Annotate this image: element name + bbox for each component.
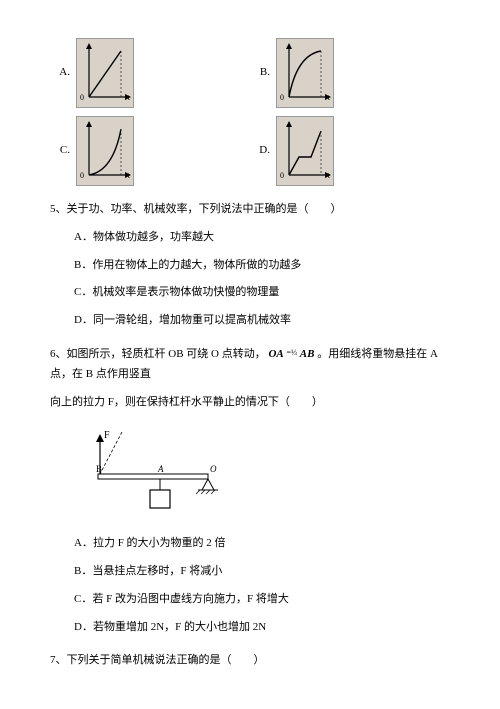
- diag-O: O: [210, 464, 217, 474]
- axis-x: t: [328, 169, 330, 183]
- curve-d: [289, 131, 321, 175]
- graph-c: 0 t: [76, 116, 134, 186]
- graph-d: 0 t: [276, 116, 334, 186]
- q6-option-a: A．拉力 F 的大小为物重的 2 倍: [74, 534, 450, 554]
- curve-b: [289, 51, 321, 97]
- lever-diagram: F B A O: [90, 424, 450, 522]
- q5-option-a: A．物体做功越多，功率越大: [74, 228, 450, 248]
- q6-option-b: B．当悬挂点左移时，F 将减小: [74, 562, 450, 582]
- axis-origin: 0: [280, 169, 284, 183]
- graph-a: 0 t: [76, 38, 134, 108]
- diag-A: A: [157, 464, 164, 474]
- curve-c: [89, 129, 121, 175]
- curve-a: [89, 51, 121, 97]
- q6-option-c: C．若 F 改为沿图中虚线方向施力，F 将增大: [74, 590, 450, 610]
- q6-stem-a: 6、如图所示，轻质杠杆 OB 可绕 O 点转动，: [50, 348, 266, 360]
- q6-oa: OA: [268, 348, 283, 360]
- graph-label-a: A.: [50, 63, 76, 83]
- question-6-options: A．拉力 F 的大小为物重的 2 倍 B．当悬挂点左移时，F 将减小 C．若 F…: [74, 534, 450, 637]
- axis-origin: 0: [80, 169, 84, 183]
- axis-x: t: [328, 91, 330, 105]
- graph-row-2: C. 0 t D. 0 t: [50, 116, 450, 186]
- axis-x: t: [128, 91, 130, 105]
- graph-label-b: B.: [250, 63, 276, 83]
- graph-row-1: A. 0 t B. 0 t: [50, 38, 450, 108]
- axis-origin: 0: [280, 91, 284, 105]
- question-5-stem: 5、关于功、功率、机械效率，下列说法中正确的是（ ）: [50, 200, 450, 220]
- q5-option-d: D．同一滑轮组，增加物重可以提高机械效率: [74, 311, 450, 331]
- q6-ab: AB: [300, 348, 315, 360]
- axis-x: t: [128, 169, 130, 183]
- axis-origin: 0: [80, 91, 84, 105]
- q6-option-d: D．若物重增加 2N，F 的大小也增加 2N: [74, 618, 450, 638]
- diag-F: F: [104, 430, 110, 441]
- diag-B: B: [96, 464, 102, 474]
- question-7-stem: 7、下列关于简单机械说法正确的是（ ）: [50, 651, 450, 671]
- graph-pair-b: B. 0 t: [250, 38, 450, 108]
- graph-pair-d: D. 0 t: [250, 116, 450, 186]
- question-6-stem: 6、如图所示，轻质杠杆 OB 可绕 O 点转动， OA =⅓ AB 。用细线将重…: [50, 345, 450, 385]
- q5-option-b: B．作用在物体上的力越大，物体所做的功越多: [74, 256, 450, 276]
- graph-label-d: D.: [250, 141, 276, 161]
- graph-b: 0 t: [276, 38, 334, 108]
- q6-frac: =⅓: [287, 349, 298, 357]
- graph-pair-c: C. 0 t: [50, 116, 250, 186]
- q5-option-c: C．机械效率是表示物体做功快慢的物理量: [74, 283, 450, 303]
- question-5-options: A．物体做功越多，功率越大 B．作用在物体上的力越大，物体所做的功越多 C．机械…: [74, 228, 450, 331]
- graph-pair-a: A. 0 t: [50, 38, 250, 108]
- q6-stem-c: 向上的拉力 F，则在保持杠杆水平静止的情况下（ ）: [50, 393, 450, 413]
- graph-label-c: C.: [50, 141, 76, 161]
